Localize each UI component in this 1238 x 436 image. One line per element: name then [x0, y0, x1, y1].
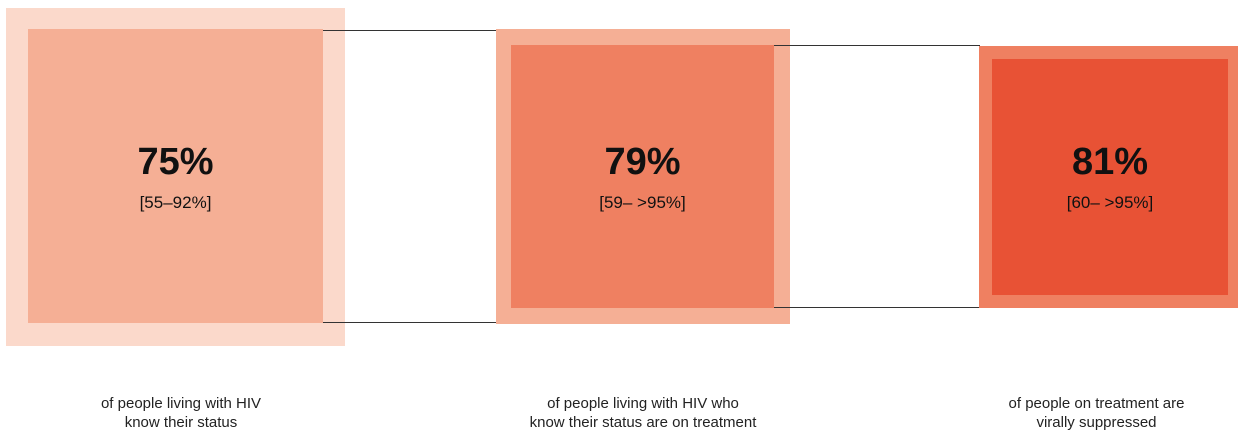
stage-3-values: 81% [60– >95%]: [992, 140, 1228, 214]
stage-2-inner-box: [511, 45, 774, 308]
stage-2-caption: of people living with HIV who know their…: [488, 394, 798, 432]
connector-1-top: [323, 30, 497, 31]
stage-1-caption: of people living with HIV know their sta…: [26, 394, 336, 432]
connector-2-top: [774, 45, 980, 46]
stage-1-values: 75% [55–92%]: [28, 140, 323, 214]
stage-1-caption-line1: of people living with HIV: [100, 395, 262, 412]
stage-2-range: [59– >95%]: [599, 193, 686, 212]
stage-3-caption: of people on treatment are virally suppr…: [955, 394, 1238, 432]
stage-2-values: 79% [59– >95%]: [511, 140, 774, 214]
stage-1-inner-box: [28, 29, 323, 323]
stage-1-percent: 75%: [137, 141, 214, 183]
stage-3-caption-line2: virally suppressed: [1036, 414, 1157, 431]
stage-2-caption-line2: know their status are on treatment: [529, 414, 757, 431]
connector-2-bottom: [774, 307, 980, 308]
connector-1-bottom: [323, 322, 497, 323]
stage-2-caption-line1: of people living with HIV who: [547, 395, 739, 412]
stage-3-percent: 81%: [1071, 141, 1149, 183]
stage-1-range: [55–92%]: [139, 193, 212, 212]
stage-3-caption-line1: of people on treatment are: [1008, 395, 1185, 412]
stage-3-inner-box: [992, 59, 1228, 295]
stage-3-range: [60– >95%]: [1066, 193, 1154, 212]
stage-1-caption-line2: know their status: [124, 414, 238, 431]
stage-2-percent: 79%: [604, 141, 681, 183]
